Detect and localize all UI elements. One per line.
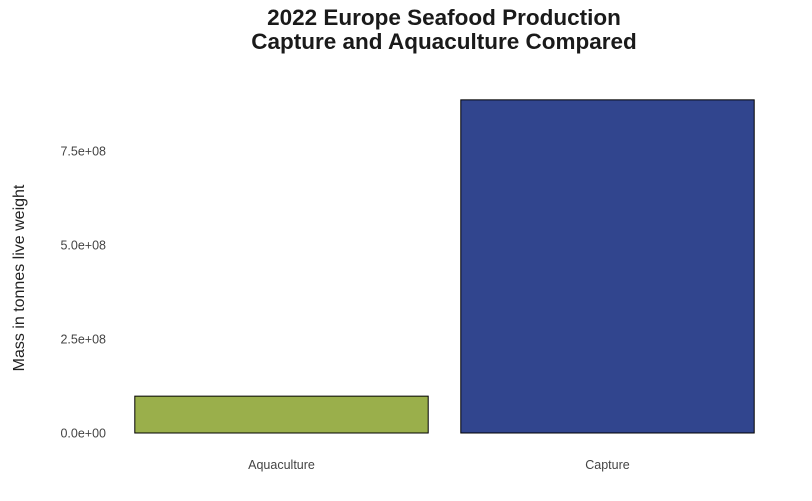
y-axis-title: Mass in tonnes live weight — [11, 184, 28, 371]
y-tick-label-3: 7.5e+08 — [60, 144, 106, 158]
y-tick-label-2: 5.0e+08 — [60, 238, 106, 252]
bar-aquaculture — [134, 395, 429, 434]
y-tick-label-1: 2.5e+08 — [60, 332, 106, 346]
chart-title: 2022 Europe Seafood Production Capture a… — [251, 5, 637, 54]
x-tick-label-aquaculture: Aquaculture — [248, 458, 315, 472]
x-tick-label-capture: Capture — [585, 458, 630, 472]
x-axis-tick-labels: Aquaculture Capture — [248, 458, 630, 472]
bar-capture — [460, 99, 755, 434]
y-axis-tick-labels: 0.0e+00 2.5e+08 5.0e+08 7.5e+08 — [60, 144, 106, 440]
y-tick-label-0: 0.0e+00 — [60, 426, 106, 440]
bars — [134, 99, 755, 434]
